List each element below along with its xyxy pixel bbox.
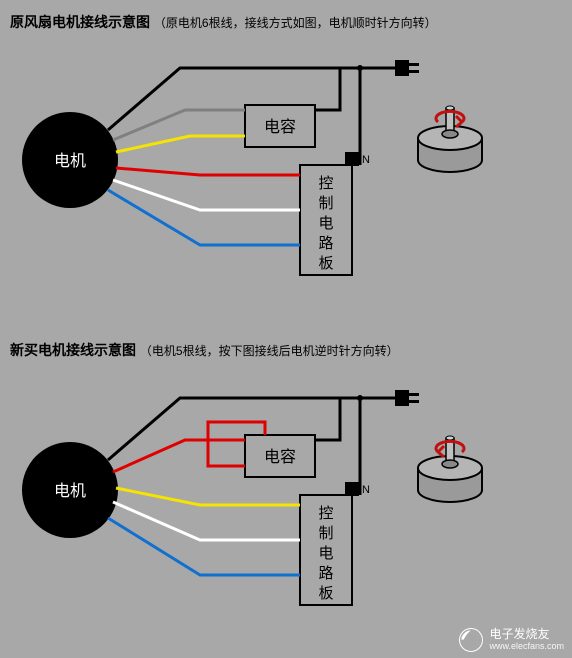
- c5: 板: [318, 254, 333, 272]
- diagram-canvas: 原风扇电机接线示意图 （原电机6根线，接线方式如图，电机顺时针方向转） 新买电机…: [0, 0, 572, 658]
- wiring-svg: 电机 电容 控 制 电 路 板: [0, 0, 572, 658]
- n-pad2: [345, 482, 359, 496]
- n-label2: N: [362, 484, 370, 496]
- plug-prong1: [409, 63, 419, 66]
- wire-yellow: [116, 136, 245, 152]
- capacitor-label: 电容: [264, 118, 296, 136]
- diagram1-group: 电机 电容 控 制 电 路 板: [22, 60, 482, 275]
- capacitor-label2: 电容: [264, 448, 296, 466]
- watermark-icon: [459, 628, 483, 652]
- c1: 控: [318, 175, 333, 192]
- wire2-blue: [108, 518, 300, 575]
- wire-black: [108, 68, 360, 130]
- c4: 路: [318, 235, 333, 252]
- motor-label2: 电机: [54, 482, 86, 500]
- watermark-url: www.elecfans.com: [489, 642, 564, 652]
- wire-white: [113, 180, 300, 210]
- plug-prong2: [409, 70, 419, 73]
- wire-red: [116, 168, 300, 175]
- plug-body: [395, 60, 409, 76]
- n-pad: [345, 152, 359, 166]
- c25: 板: [318, 584, 333, 602]
- c23: 电: [318, 545, 333, 562]
- motor-label: 电机: [54, 152, 86, 170]
- cap-cord-wire: [315, 68, 340, 110]
- wire2-yellow: [116, 488, 300, 505]
- wire2-white: [113, 502, 300, 540]
- n-label: N: [362, 154, 370, 166]
- dir-motor-icon: [418, 106, 482, 172]
- c24: 路: [318, 565, 333, 582]
- wire-blue: [108, 190, 300, 245]
- watermark-brand: 电子发烧友: [489, 628, 564, 641]
- dir-motor-icon2: [418, 436, 482, 502]
- c22: 制: [318, 525, 333, 542]
- plug-body2: [395, 390, 409, 406]
- diagram2-group: 电机 电容 控 制 电 路 板: [22, 390, 482, 605]
- wire2-black: [108, 398, 360, 460]
- watermark: 电子发烧友 www.elecfans.com: [459, 628, 564, 652]
- c3: 电: [318, 215, 333, 232]
- c2: 制: [318, 195, 333, 212]
- cap-jumper-red: [208, 422, 265, 466]
- c21: 控: [318, 505, 333, 522]
